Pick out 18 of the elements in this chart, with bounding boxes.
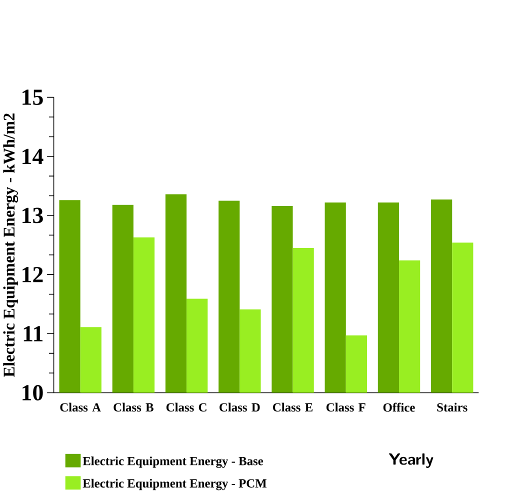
y-tick-label: 14 xyxy=(22,148,44,164)
x-tick-label: Class F xyxy=(326,402,366,412)
y-tick-label: 10 xyxy=(22,385,43,401)
x-tick-label: Office xyxy=(383,402,415,412)
y-tick-label: 11 xyxy=(24,326,43,342)
x-tick-label: Class B xyxy=(114,402,154,412)
x-tick-label: Class D xyxy=(220,402,260,412)
y-tick-label: 13 xyxy=(22,208,43,224)
y-tick-label: 15 xyxy=(22,90,43,106)
legend-label: Electric Equipment Energy - PCM xyxy=(82,478,266,490)
x-tick-label: Class E xyxy=(273,402,312,412)
x-tick-label: Class A xyxy=(60,402,101,412)
x-tick-label: Class C xyxy=(166,402,206,412)
y-axis-title: Electric Equipment Energy - kWh/m2 xyxy=(3,114,18,378)
text: Yearly xyxy=(388,454,434,468)
legend-label: Electric Equipment Energy - Base xyxy=(82,456,264,468)
y-tick-label: 12 xyxy=(22,267,43,282)
x-tick-label: Stairs xyxy=(437,402,468,412)
